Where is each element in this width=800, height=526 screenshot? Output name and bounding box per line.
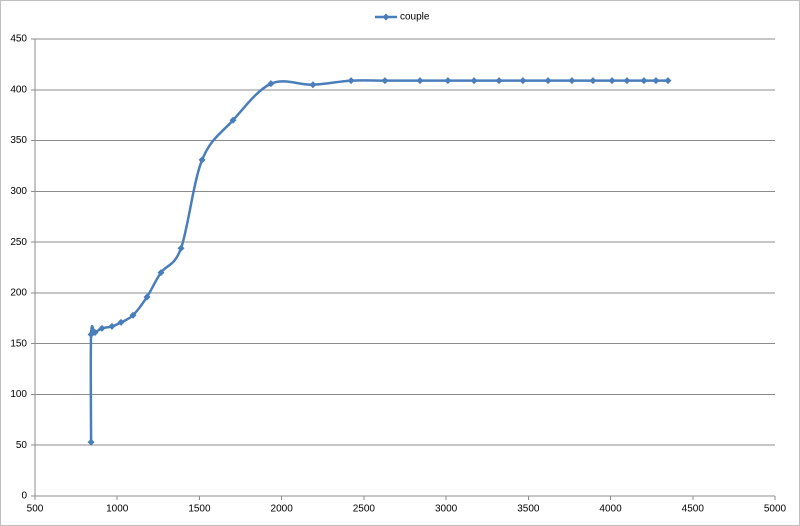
legend-label: couple (400, 12, 430, 23)
point-marker (108, 322, 116, 330)
point-marker (568, 77, 576, 85)
point-marker (608, 77, 616, 85)
x-tick-label: 500 (27, 504, 44, 515)
point-marker (98, 324, 106, 332)
point-marker (544, 77, 552, 85)
point-marker (309, 81, 317, 89)
y-tick-label: 350 (10, 135, 27, 146)
point-marker (198, 156, 206, 164)
x-tick-label: 1000 (106, 504, 129, 515)
point-marker (470, 77, 478, 85)
y-tick-label: 50 (16, 440, 28, 451)
point-marker (444, 77, 452, 85)
point-marker (229, 116, 237, 124)
point-marker (519, 77, 527, 85)
point-marker (652, 77, 660, 85)
point-marker (381, 77, 389, 85)
point-marker (129, 311, 137, 319)
point-marker (347, 77, 355, 85)
point-marker (640, 77, 648, 85)
y-tick-label: 150 (10, 338, 27, 349)
point-marker (589, 77, 597, 85)
point-marker (157, 269, 165, 277)
y-tick-label: 300 (10, 186, 27, 197)
point-marker (267, 80, 275, 88)
x-tick-label: 2000 (271, 504, 294, 515)
point-marker (495, 77, 503, 85)
point-marker (664, 77, 672, 85)
y-tick-label: 250 (10, 237, 27, 248)
y-tick-label: 400 (10, 84, 27, 95)
x-tick-label: 5000 (764, 504, 787, 515)
point-marker (416, 77, 424, 85)
x-tick-label: 3500 (517, 504, 540, 515)
y-tick-label: 200 (10, 288, 27, 299)
point-marker (117, 318, 125, 326)
y-tick-label: 450 (10, 34, 27, 45)
x-tick-label: 2500 (353, 504, 376, 515)
point-marker (623, 77, 631, 85)
y-tick-label: 100 (10, 389, 27, 400)
series-line (89, 79, 668, 443)
point-marker (91, 328, 99, 336)
point-marker (87, 438, 95, 446)
x-tick-label: 4500 (682, 504, 705, 515)
y-tick-label: 0 (21, 491, 27, 502)
point-marker (177, 244, 185, 252)
x-tick-label: 1500 (188, 504, 211, 515)
x-tick-label: 3000 (435, 504, 458, 515)
point-marker (143, 293, 151, 301)
legend-marker (382, 13, 390, 21)
x-tick-label: 4000 (599, 504, 622, 515)
